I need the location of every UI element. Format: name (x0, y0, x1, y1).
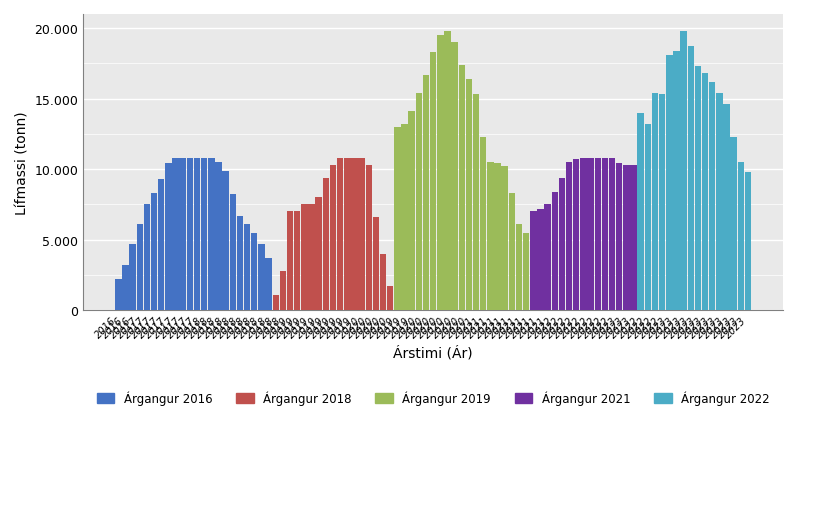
Bar (566, 163, 572, 311)
Bar (530, 212, 537, 311)
Bar (609, 159, 615, 311)
Bar (179, 159, 186, 311)
Legend: Árgangur 2016, Árgangur 2018, Árgangur 2019, Árgangur 2021, Árgangur 2022: Árgangur 2016, Árgangur 2018, Árgangur 2… (90, 385, 776, 411)
Bar (273, 295, 279, 311)
Bar (716, 94, 723, 311)
Bar (229, 195, 236, 311)
Bar (115, 280, 122, 311)
Bar (623, 166, 630, 311)
Bar (559, 178, 566, 311)
Bar (308, 205, 315, 311)
Bar (687, 47, 694, 311)
Bar (258, 244, 265, 311)
Bar (509, 194, 515, 311)
Bar (165, 164, 172, 311)
Bar (594, 159, 601, 311)
Bar (330, 166, 336, 311)
Bar (745, 173, 751, 311)
Bar (494, 164, 501, 311)
Bar (208, 159, 215, 311)
Bar (538, 209, 543, 311)
Bar (430, 53, 436, 311)
Bar (372, 218, 379, 311)
Bar (602, 159, 608, 311)
Bar (573, 160, 580, 311)
Bar (122, 266, 129, 311)
Bar (129, 244, 136, 311)
Bar (401, 125, 408, 311)
Bar (279, 271, 286, 311)
Bar (322, 178, 329, 311)
Bar (136, 225, 143, 311)
Bar (466, 80, 472, 311)
Bar (187, 159, 193, 311)
Bar (588, 159, 593, 311)
Bar (423, 75, 429, 311)
Bar (459, 66, 465, 311)
Bar (709, 82, 715, 311)
Bar (266, 259, 272, 311)
Bar (737, 163, 744, 311)
Bar (451, 43, 458, 311)
Bar (630, 166, 637, 311)
Bar (544, 205, 551, 311)
X-axis label: Árstimi (Ár): Árstimi (Ár) (394, 345, 473, 360)
Bar (215, 163, 222, 311)
Bar (480, 137, 487, 311)
Bar (316, 198, 322, 311)
Bar (644, 125, 651, 311)
Bar (637, 114, 644, 311)
Bar (416, 94, 422, 311)
Bar (151, 194, 157, 311)
Bar (294, 212, 300, 311)
Bar (501, 167, 508, 311)
Bar (409, 112, 415, 311)
Bar (173, 159, 178, 311)
Bar (251, 233, 257, 311)
Bar (366, 166, 372, 311)
Bar (523, 233, 529, 311)
Bar (702, 74, 709, 311)
Bar (731, 137, 737, 311)
Bar (695, 67, 701, 311)
Bar (351, 159, 358, 311)
Bar (580, 159, 587, 311)
Bar (144, 205, 150, 311)
Y-axis label: Lífmassi (tonn): Lífmassi (tonn) (15, 111, 29, 215)
Bar (673, 52, 680, 311)
Bar (287, 212, 293, 311)
Bar (616, 164, 622, 311)
Bar (201, 159, 207, 311)
Bar (337, 159, 344, 311)
Bar (681, 32, 687, 311)
Bar (666, 56, 672, 311)
Bar (301, 205, 307, 311)
Bar (395, 128, 400, 311)
Bar (659, 95, 665, 311)
Bar (487, 163, 494, 311)
Bar (552, 192, 558, 311)
Bar (223, 171, 229, 311)
Bar (723, 105, 730, 311)
Bar (515, 225, 522, 311)
Bar (437, 36, 444, 311)
Bar (652, 94, 658, 311)
Bar (237, 216, 243, 311)
Bar (380, 254, 386, 311)
Bar (358, 159, 365, 311)
Bar (194, 159, 201, 311)
Bar (473, 95, 479, 311)
Bar (344, 159, 350, 311)
Bar (444, 32, 450, 311)
Bar (158, 180, 164, 311)
Bar (244, 225, 251, 311)
Bar (387, 286, 394, 311)
